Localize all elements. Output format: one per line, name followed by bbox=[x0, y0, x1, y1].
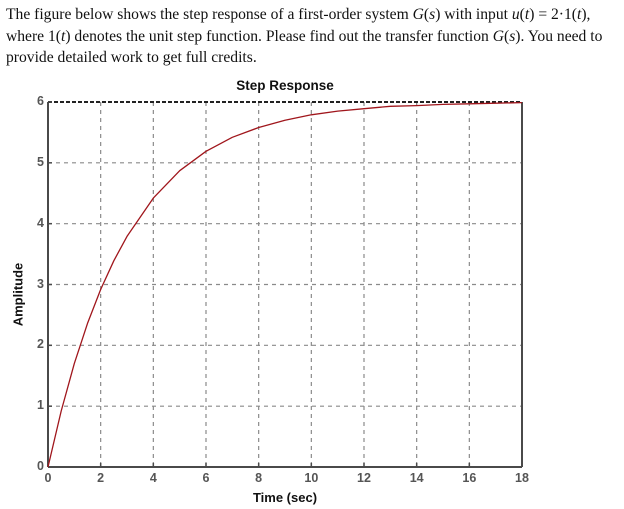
y-tick-label: 5 bbox=[37, 154, 44, 169]
y-tick-label: 0 bbox=[37, 459, 44, 473]
x-tick-label: 10 bbox=[304, 471, 319, 485]
x-tick-label: 8 bbox=[255, 471, 263, 485]
x-axis-label: Time (sec) bbox=[252, 490, 318, 505]
x-tick-label: 4 bbox=[149, 471, 157, 485]
x-tick-label: 16 bbox=[462, 471, 477, 485]
problem-statement: The figure below shows the step response… bbox=[6, 4, 622, 69]
x-tick-label: 6 bbox=[202, 471, 210, 485]
x-tick-label: 12 bbox=[357, 471, 371, 485]
y-tick-label: 3 bbox=[37, 276, 44, 291]
x-tick-label: 14 bbox=[409, 471, 424, 485]
chart-title: Step Response bbox=[236, 78, 334, 93]
y-tick-label: 4 bbox=[37, 215, 44, 230]
problem-line-2: where 1(t) denotes the unit step functio… bbox=[6, 27, 603, 45]
y-tick-label: 6 bbox=[37, 94, 44, 108]
x-tick-label: 2 bbox=[97, 471, 105, 485]
step-response-curve bbox=[47, 101, 523, 468]
problem-line-1: The figure below shows the step response… bbox=[6, 6, 591, 23]
x-tick-label: 18 bbox=[515, 471, 529, 485]
x-tick-label: 0 bbox=[44, 471, 52, 485]
y-tick-label: 2 bbox=[37, 337, 44, 352]
problem-line-3: provide detailed work to get full credit… bbox=[6, 49, 257, 66]
plot-area bbox=[47, 101, 523, 468]
y-axis-label: Amplitude bbox=[10, 262, 26, 327]
step-response-chart: Step Response Time (sec) Amplitude 0 2 4 6 8… bbox=[0, 70, 624, 509]
y-tick-label: 1 bbox=[37, 398, 44, 413]
